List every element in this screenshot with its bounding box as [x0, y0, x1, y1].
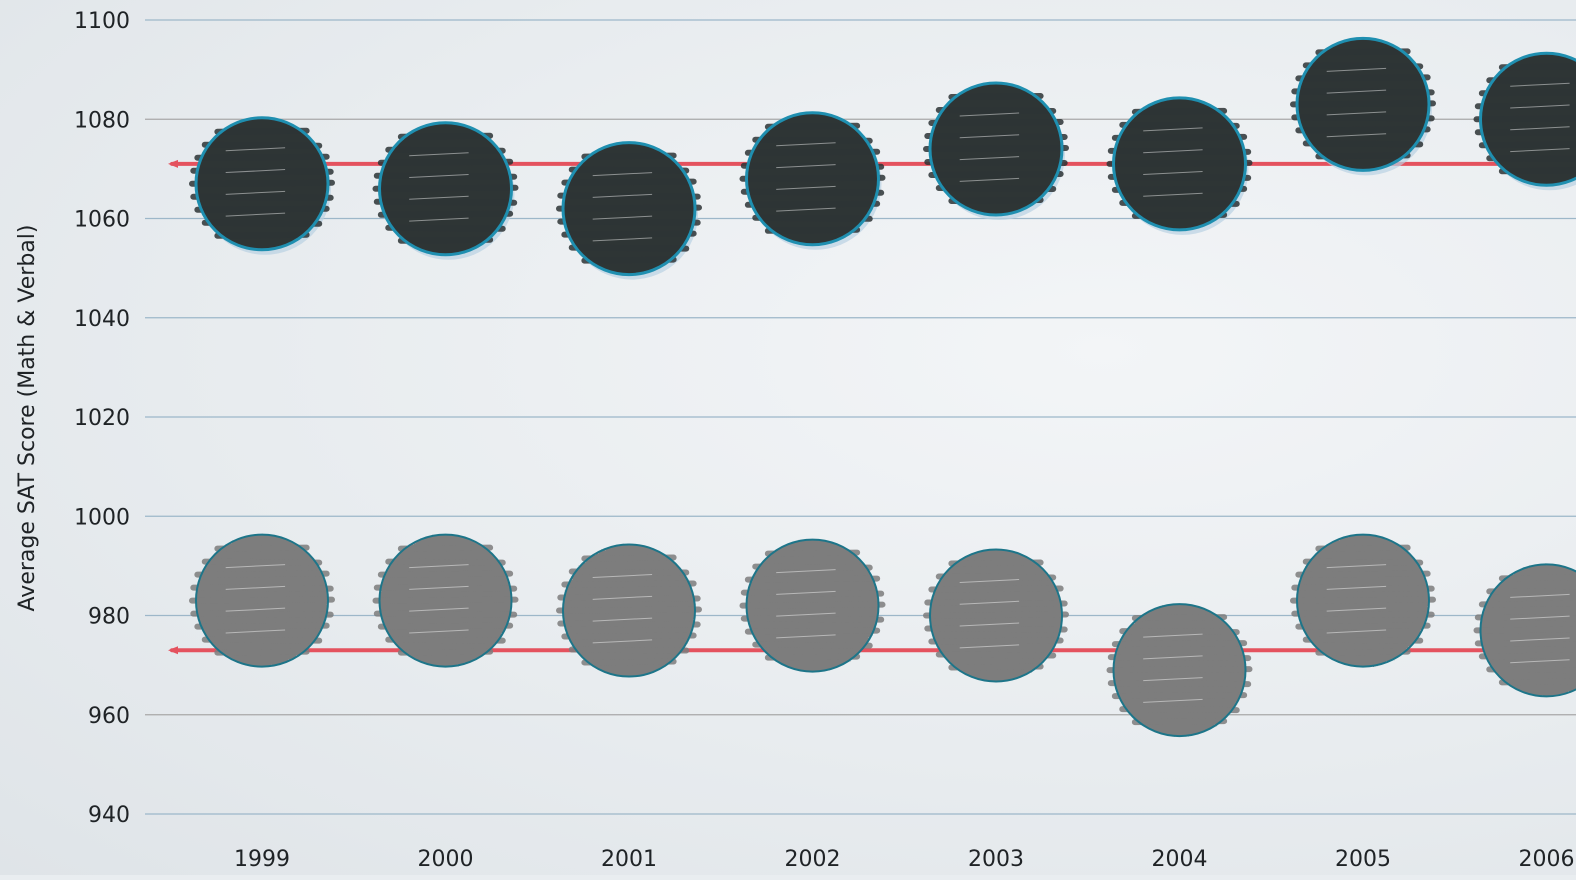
x-tick-label: 2006	[1519, 847, 1575, 872]
y-tick-label: 1100	[74, 9, 130, 34]
data-point	[192, 535, 332, 667]
data-point	[1110, 98, 1250, 235]
data-point	[1110, 604, 1250, 736]
x-tick-label: 2005	[1335, 847, 1391, 872]
data-point	[926, 83, 1066, 220]
y-tick-label: 940	[88, 803, 130, 828]
data-point	[1477, 53, 1576, 190]
y-tick-label: 1040	[74, 307, 130, 332]
x-tick-label: 2002	[785, 847, 841, 872]
data-point	[1293, 38, 1433, 175]
data-point	[1293, 535, 1433, 667]
y-axis-title: Average SAT Score (Math & Verbal)	[15, 225, 40, 612]
data-point	[1477, 564, 1576, 696]
data-point	[376, 123, 516, 260]
data-point	[926, 550, 1066, 682]
data-point	[743, 113, 883, 250]
y-tick-label: 1000	[74, 505, 130, 530]
data-point	[192, 118, 332, 255]
x-tick-label: 2004	[1152, 847, 1208, 872]
data-point	[559, 143, 699, 280]
reference-line-cap	[168, 646, 178, 654]
data-point	[376, 535, 516, 667]
x-tick-label: 2003	[968, 847, 1024, 872]
y-tick-label: 960	[88, 704, 130, 729]
y-tick-label: 1060	[74, 208, 130, 233]
x-tick-label: 2000	[418, 847, 474, 872]
y-tick-label: 980	[88, 605, 130, 630]
y-tick-label: 1020	[74, 406, 130, 431]
x-tick-label: 2001	[601, 847, 657, 872]
data-point	[559, 545, 699, 677]
x-tick-label: 1999	[234, 847, 290, 872]
reference-line-cap	[168, 160, 178, 168]
y-tick-label: 1080	[74, 108, 130, 133]
